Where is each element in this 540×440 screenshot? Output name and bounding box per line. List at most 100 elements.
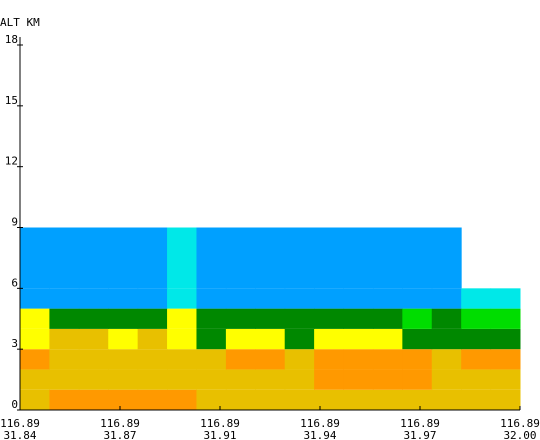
x-tick-label-lon: 116.89 — [0, 417, 40, 430]
heatmap-cell — [49, 288, 80, 309]
heatmap-cell — [314, 328, 345, 350]
x-tick-label-lat: 31.87 — [103, 429, 136, 440]
heatmap-cell — [196, 328, 227, 350]
heatmap-cell — [343, 369, 374, 390]
heatmap-cell — [372, 308, 403, 329]
heatmap-cell — [20, 227, 50, 289]
heatmap-cell — [402, 288, 433, 309]
x-tick-label-lon: 116.89 — [400, 417, 440, 430]
heatmap-cell — [431, 288, 462, 309]
heatmap-cell — [461, 349, 492, 370]
heatmap-cell — [108, 288, 139, 309]
heatmap-cell — [167, 369, 197, 390]
y-tick-label: 18 — [5, 33, 18, 46]
heatmap-cell — [108, 227, 139, 289]
y-tick-label: 3 — [11, 337, 18, 350]
heatmap-cell — [225, 328, 256, 350]
heatmap-cell — [314, 227, 345, 289]
heatmap-cell — [372, 389, 403, 410]
heatmap-cell — [49, 389, 80, 410]
y-axis-label: ALT KM — [0, 16, 40, 29]
heatmap-cell — [255, 288, 286, 309]
heatmap-cell — [255, 369, 286, 390]
heatmap-cell — [225, 308, 256, 329]
heatmap-cell — [284, 369, 315, 390]
heatmap-cell — [372, 227, 403, 289]
heatmap-cell — [402, 227, 433, 289]
heatmap-cell — [461, 369, 492, 390]
heatmap-cell — [255, 349, 286, 370]
axes: 0369121518116.8931.84116.8931.87116.8931… — [0, 33, 540, 440]
heatmap-cell — [20, 389, 50, 410]
x-tick-label-lon: 116.89 — [200, 417, 240, 430]
heatmap-cell — [20, 369, 50, 390]
heatmap-cell — [225, 369, 256, 390]
heatmap-cell — [78, 369, 109, 390]
heatmap-cell — [343, 288, 374, 309]
heatmap-cell — [314, 288, 345, 309]
heatmap-cell — [314, 389, 345, 410]
heatmap-cell — [108, 308, 139, 329]
heatmap-cell — [225, 349, 256, 370]
heatmap-cell — [20, 349, 50, 370]
heatmap-cell — [20, 308, 50, 329]
heatmap-cell — [402, 328, 433, 350]
heatmap-cell — [196, 308, 227, 329]
heatmap-cell — [314, 369, 345, 390]
heatmap-cell — [431, 389, 462, 410]
heatmap-cell — [137, 308, 168, 329]
x-tick-label-lon: 116.89 — [500, 417, 540, 430]
heatmap-cell — [196, 349, 227, 370]
heatmap-cell — [137, 288, 168, 309]
heatmap-cell — [78, 328, 109, 350]
heatmap-cell — [137, 389, 168, 410]
heatmap-cell — [167, 349, 197, 370]
heatmap-cell — [461, 288, 492, 309]
heatmap-cell — [255, 389, 286, 410]
heatmap-cell — [255, 328, 286, 350]
heatmap-cell — [490, 308, 521, 329]
heatmap-cell — [20, 328, 50, 350]
heatmap-cell — [167, 227, 197, 289]
heatmap-cell — [49, 328, 80, 350]
heatmap-cell — [284, 308, 315, 329]
heatmap-cell — [49, 369, 80, 390]
heatmap-cell — [402, 308, 433, 329]
heatmap-cell — [196, 369, 227, 390]
heatmap-cell — [372, 288, 403, 309]
heatmap-cell — [402, 389, 433, 410]
heatmap-cell — [108, 389, 139, 410]
heatmap-cell — [372, 349, 403, 370]
heatmap-cell — [167, 389, 197, 410]
heatmap-cell — [137, 349, 168, 370]
heatmap-cell — [137, 227, 168, 289]
heatmap-cell — [20, 288, 50, 309]
y-tick-label: 9 — [11, 216, 18, 229]
heatmap-cell — [78, 308, 109, 329]
y-tick-label: 12 — [5, 155, 18, 168]
heatmap-cell — [284, 227, 315, 289]
x-tick-label-lat: 31.91 — [203, 429, 236, 440]
heatmap-cell — [78, 288, 109, 309]
heatmap-cell — [78, 227, 109, 289]
heatmap-cell — [431, 227, 462, 289]
x-tick-label-lat: 31.84 — [3, 429, 36, 440]
heatmap-cell — [167, 308, 197, 329]
heatmap-cell — [137, 328, 168, 350]
heatmap-cell — [461, 308, 492, 329]
heatmap-cell — [78, 389, 109, 410]
heatmap-cell — [431, 308, 462, 329]
heatmap-cell — [343, 227, 374, 289]
x-tick-label-lat: 32.00 — [503, 429, 536, 440]
y-tick-label: 15 — [5, 94, 18, 107]
heatmap-cell — [314, 349, 345, 370]
x-tick-label-lon: 116.89 — [100, 417, 140, 430]
heatmap-cell — [284, 328, 315, 350]
heatmap-cell — [343, 349, 374, 370]
heatmap-cell — [343, 328, 374, 350]
heatmap-cell — [225, 288, 256, 309]
heatmap-cell — [78, 349, 109, 370]
heatmap-cell — [343, 389, 374, 410]
heatmap-cell — [461, 328, 492, 350]
heatmap-cell — [431, 369, 462, 390]
